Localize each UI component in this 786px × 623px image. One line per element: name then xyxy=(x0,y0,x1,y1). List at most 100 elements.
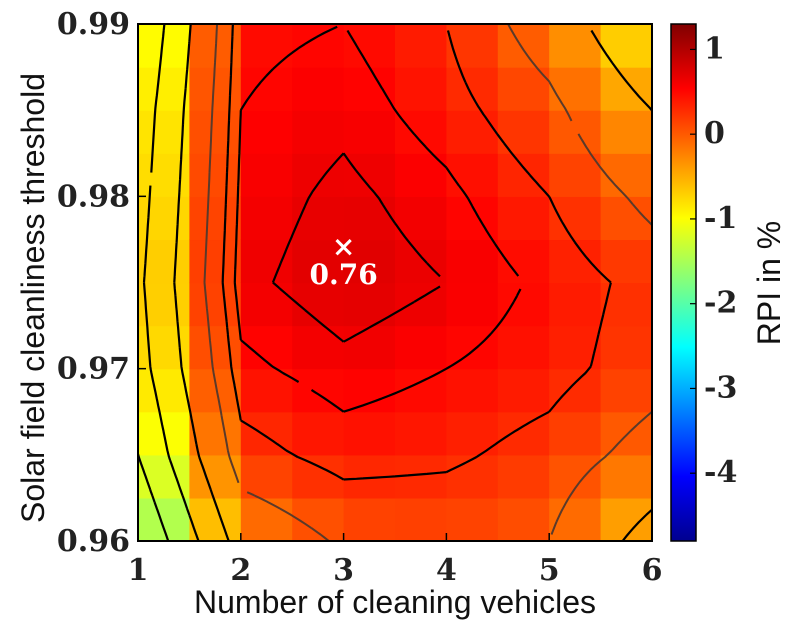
heatmap-cell xyxy=(600,325,652,370)
heatmap-cell xyxy=(343,110,396,154)
colorbar xyxy=(670,23,697,542)
y-tick-label: 0.99 xyxy=(57,7,130,42)
heatmap-cell xyxy=(497,411,550,456)
heatmap-cell xyxy=(138,497,190,541)
heatmap-cell xyxy=(600,24,652,68)
heatmap-cell xyxy=(549,239,602,284)
heatmap-cell xyxy=(497,110,550,154)
heatmap-cell xyxy=(446,196,499,241)
heatmap-cell xyxy=(395,497,447,541)
heatmap-cell xyxy=(292,325,345,370)
heatmap-cell xyxy=(343,153,396,197)
plot-frame xyxy=(137,23,653,542)
contour-lines xyxy=(138,24,652,541)
x-tick-label: 5 xyxy=(539,553,560,588)
heatmap-cell xyxy=(446,454,499,499)
heatmap-cell xyxy=(189,282,242,327)
heatmap-cell xyxy=(138,67,190,111)
max-marker: × xyxy=(332,230,355,263)
colorbar-ticks: 1 0 -1 -2 -3 -4 xyxy=(690,31,737,490)
heatmap-cell xyxy=(240,454,293,499)
heatmap-cells xyxy=(138,24,652,541)
heatmap-cell xyxy=(240,368,293,413)
y-tick-label: 0.98 xyxy=(57,179,130,214)
heatmap-cell xyxy=(497,239,550,284)
heatmap-cell xyxy=(549,196,602,241)
heatmap-cell xyxy=(549,110,602,154)
heatmap-cell xyxy=(497,67,550,111)
heatmap-cell xyxy=(549,454,602,499)
max-value-label: 0.76 xyxy=(309,258,377,291)
contour-line xyxy=(138,453,170,541)
heatmap-cell xyxy=(497,368,550,413)
heatmap-cell xyxy=(395,196,447,241)
heatmap-cell xyxy=(138,153,190,197)
heatmap-cell xyxy=(189,325,242,370)
heatmap-cell xyxy=(549,24,602,68)
heatmap-cell xyxy=(600,454,652,499)
heatmap-cell xyxy=(189,196,242,241)
heatmap-cell xyxy=(240,153,293,197)
y-axis-label: Solar field cleanliness threshold xyxy=(15,73,51,523)
heatmap-cell xyxy=(446,368,499,413)
heatmap-cell xyxy=(549,325,602,370)
heatmap-cell xyxy=(240,282,293,327)
heatmap-cell xyxy=(395,110,447,154)
heatmap-cell xyxy=(343,497,396,541)
heatmap-cell xyxy=(497,24,550,68)
contour-line xyxy=(221,24,612,481)
y-tick-label: 0.97 xyxy=(57,352,130,387)
heatmap-cell xyxy=(600,239,652,284)
heatmap-cell xyxy=(446,325,499,370)
heatmap-cell xyxy=(240,497,293,541)
colorbar-tick-label: 1 xyxy=(704,31,725,66)
heatmap-cell xyxy=(497,325,550,370)
heatmap-cell xyxy=(497,454,550,499)
heatmap-cell xyxy=(600,497,652,541)
heatmap-cell xyxy=(189,239,242,284)
contour-line xyxy=(203,24,652,541)
heatmap-cell xyxy=(189,153,242,197)
y-tick-label: 0.96 xyxy=(57,524,130,559)
heatmap-cell xyxy=(343,24,396,68)
contour-line xyxy=(271,152,441,343)
contour-line xyxy=(173,24,652,541)
heatmap-cell xyxy=(446,24,499,68)
x-tick-label: 6 xyxy=(642,553,663,588)
heatmap-cell xyxy=(395,282,447,327)
heatmap-cell xyxy=(292,110,345,154)
heatmap-cell xyxy=(446,239,499,284)
x-ticks: 1 2 3 4 5 6 xyxy=(128,533,663,588)
heatmap-cell xyxy=(395,325,447,370)
heatmap-cell xyxy=(189,67,242,111)
colorbar-tick-label: -4 xyxy=(704,455,737,490)
heatmap-cell xyxy=(395,67,447,111)
colorbar-tick-label: -2 xyxy=(704,286,737,321)
heatmap-cell xyxy=(549,67,602,111)
heatmap-cell xyxy=(138,196,190,241)
heatmap-cell xyxy=(600,110,652,154)
heatmap-cell xyxy=(446,67,499,111)
heatmap-cell xyxy=(343,411,396,456)
heatmap-cell xyxy=(189,454,242,499)
heatmap-cell xyxy=(138,368,190,413)
heatmap-cell xyxy=(343,239,396,284)
heatmap-cell xyxy=(240,67,293,111)
heatmap-cell xyxy=(395,24,447,68)
heatmap-cell xyxy=(292,454,345,499)
heatmap-cell xyxy=(240,239,293,284)
heatmap-cell xyxy=(600,153,652,197)
x-tick-label: 4 xyxy=(436,553,457,588)
y-ticks: 0.96 0.97 0.98 0.99 xyxy=(57,7,146,559)
heatmap-cell xyxy=(240,196,293,241)
heatmap-cell xyxy=(600,196,652,241)
heatmap-cell xyxy=(343,325,396,370)
contour-line xyxy=(233,25,522,413)
heatmap-cell xyxy=(446,282,499,327)
heatmap-cell xyxy=(446,497,499,541)
annotation: × 0.76 xyxy=(309,230,377,291)
heatmap-cell xyxy=(549,368,602,413)
heatmap-cell xyxy=(549,153,602,197)
heatmap-cell xyxy=(497,497,550,541)
contour-line xyxy=(142,24,200,541)
